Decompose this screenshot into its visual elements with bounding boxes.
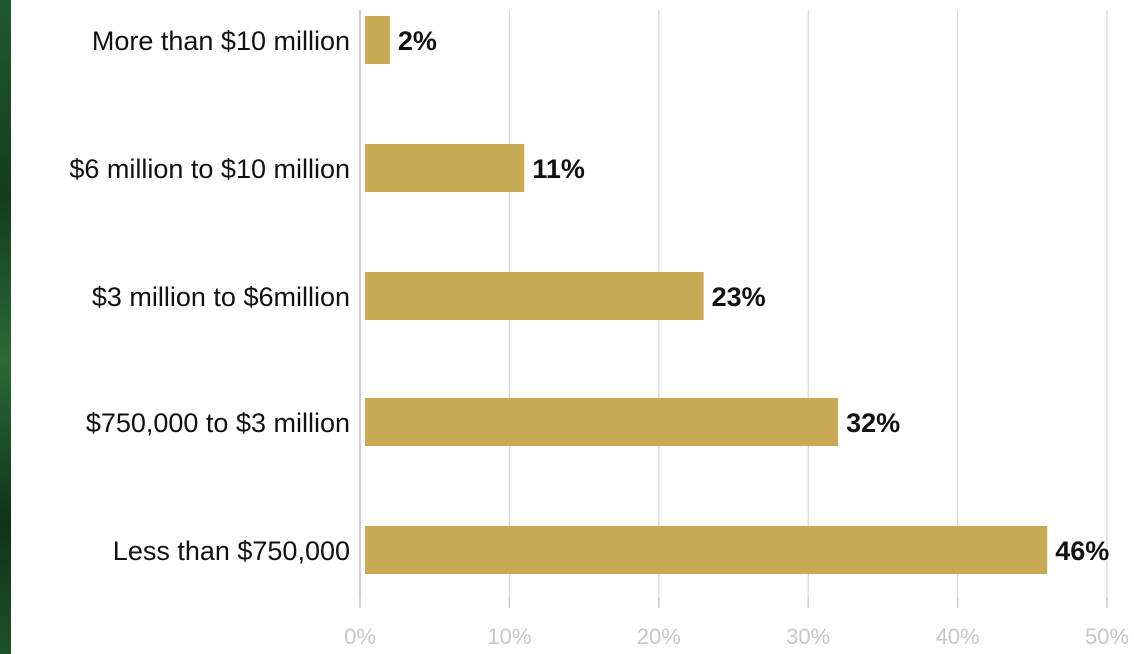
category-label: Less than $750,000: [113, 536, 350, 566]
x-tick-label: 50%: [1085, 624, 1129, 649]
x-tick-label: 30%: [786, 624, 830, 649]
x-tick-label: 0%: [344, 624, 376, 649]
value-labels: 2% 11% 23% 32% 46%: [398, 26, 1109, 566]
x-tick-label: 40%: [936, 624, 980, 649]
value-label: 32%: [846, 408, 900, 438]
value-label: 11%: [532, 154, 585, 184]
category-labels: More than $10 million $6 million to $10 m…: [69, 26, 350, 566]
bar: [365, 16, 390, 64]
x-axis-tick-labels: 0% 10% 20% 30% 40% 50%: [344, 624, 1129, 649]
bar: [365, 526, 1048, 574]
category-label: $750,000 to $3 million: [86, 408, 350, 438]
category-label: $6 million to $10 million: [69, 154, 350, 184]
value-label: 46%: [1055, 536, 1109, 566]
category-label: More than $10 million: [92, 26, 350, 56]
x-tick-label: 10%: [487, 624, 531, 649]
category-label: $3 million to $6million: [92, 282, 350, 312]
bar: [365, 272, 704, 320]
bar: [365, 144, 525, 192]
green-background-edge: [0, 0, 11, 654]
bars: [365, 16, 1048, 574]
grid-lines: [359, 10, 1108, 608]
value-label: 2%: [398, 26, 437, 56]
bar: [365, 398, 839, 446]
value-label: 23%: [712, 282, 766, 312]
x-tick-label: 20%: [637, 624, 681, 649]
